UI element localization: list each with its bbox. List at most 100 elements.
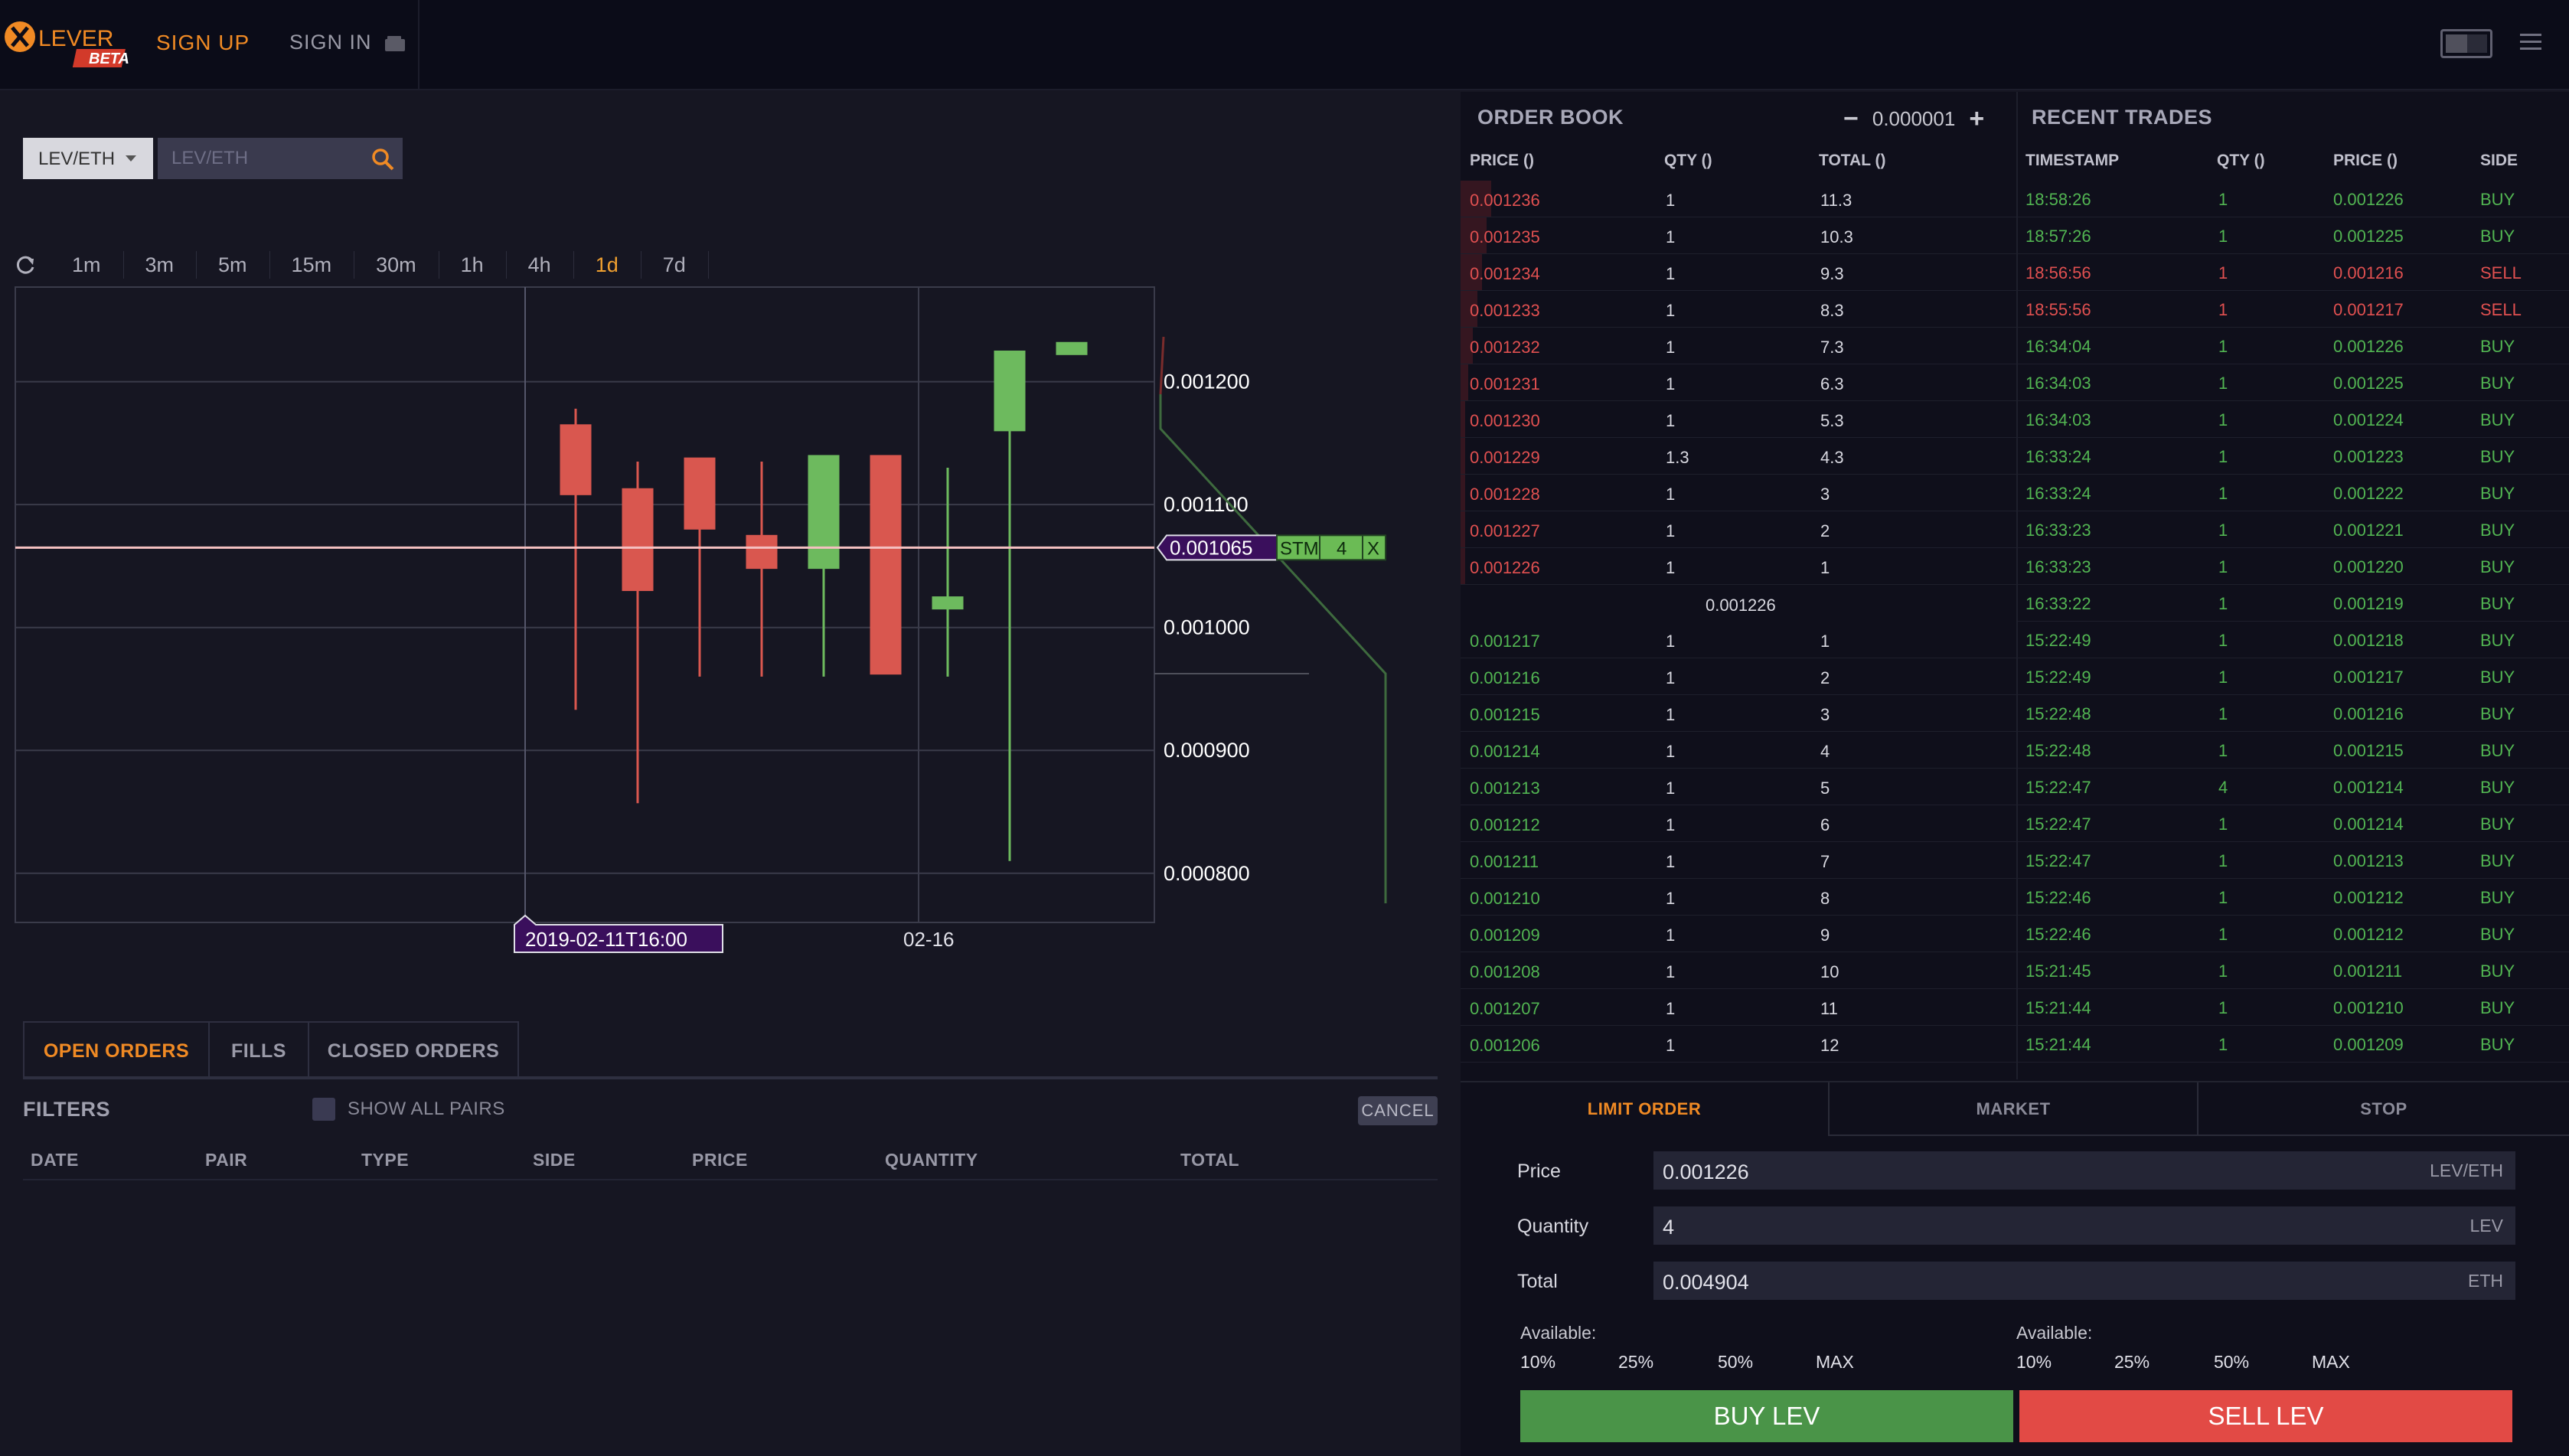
search-icon[interactable] (370, 147, 395, 171)
bid-price: 0.001212 (1470, 815, 1540, 834)
bid-price: 0.001208 (1470, 962, 1540, 981)
price-label: Price (1517, 1161, 1561, 1182)
interval-5m[interactable]: 5m (207, 245, 269, 285)
ask-row[interactable]: 0.001235 1 10.3 (1461, 217, 2016, 254)
bid-row[interactable]: 0.001211 1 7 (1461, 842, 2016, 879)
interval-1m[interactable]: 1m (61, 245, 123, 285)
buy-button[interactable]: BUY LEV (1520, 1390, 2013, 1442)
sign-up-link[interactable]: SIGN UP (156, 31, 250, 54)
theme-toggle[interactable] (2440, 29, 2492, 58)
interval-1h[interactable]: 1h (450, 245, 507, 285)
order-tag-close-icon[interactable]: X (1367, 538, 1379, 559)
increase-precision-button[interactable]: + (1969, 104, 1985, 133)
ask-row[interactable]: 0.001233 1 8.3 (1461, 291, 2016, 328)
price-chart[interactable]: 0.001200 0.001100 0.001000 0.000900 0.000800… (0, 283, 1454, 1056)
price-field[interactable]: 0.001226 LEV/ETH (1653, 1151, 2515, 1190)
col-pair[interactable]: PAIR (205, 1150, 248, 1170)
candle-body (994, 350, 1026, 432)
ask-price: 0.001227 (1470, 521, 1540, 540)
quantity-field[interactable]: 4 LEV (1653, 1206, 2515, 1245)
col-date[interactable]: DATE (31, 1150, 79, 1170)
trade-price: 0.001216 (2333, 704, 2404, 723)
order-tag[interactable]: STM 4 X (1276, 534, 1386, 561)
bid-row[interactable]: 0.001206 1 12 (1461, 1026, 2016, 1063)
buy-pct-25[interactable]: 25% (1618, 1352, 1654, 1372)
sell-button[interactable]: SELL LEV (2019, 1390, 2512, 1442)
trade-time: 15:21:45 (2025, 961, 2091, 981)
bid-row[interactable]: 0.001208 1 10 (1461, 952, 2016, 989)
cancel-button[interactable]: CANCEL (1358, 1096, 1438, 1125)
bid-total: 2 (1820, 668, 1830, 687)
tab-closed-orders[interactable]: CLOSED ORDERS (309, 1021, 519, 1079)
tab-open-orders[interactable]: OPEN ORDERS (23, 1021, 210, 1079)
show-all-pairs-toggle[interactable]: SHOW ALL PAIRS (312, 1098, 505, 1121)
bid-row[interactable]: 0.001209 1 9 (1461, 916, 2016, 952)
ask-price: 0.001235 (1470, 227, 1540, 246)
trade-time: 15:22:47 (2025, 815, 2091, 834)
filters-title: FILTERS (23, 1098, 110, 1121)
spread-price: 0.001226 (1706, 596, 1776, 615)
ask-qty: 1 (1666, 485, 1676, 504)
trade-row: 15:21:45 1 0.001211 BUY (2018, 952, 2569, 989)
interval-3m[interactable]: 3m (135, 245, 197, 285)
bid-qty: 1 (1666, 779, 1676, 798)
ask-row[interactable]: 0.001236 1 11.3 (1461, 181, 2016, 217)
ask-row[interactable]: 0.001227 1 2 (1461, 511, 2016, 548)
buy-pct-10[interactable]: 10% (1520, 1352, 1556, 1372)
trade-side: BUY (2480, 410, 2515, 429)
bid-row[interactable]: 0.001215 1 3 (1461, 695, 2016, 732)
buy-pct-max[interactable]: MAX (1816, 1352, 1854, 1372)
total-field[interactable]: 0.004904 ETH (1653, 1262, 2515, 1300)
col-total[interactable]: TOTAL (1180, 1150, 1240, 1170)
ask-qty: 1 (1666, 264, 1676, 283)
tab-stop[interactable]: STOP (2360, 1099, 2407, 1118)
decrease-precision-button[interactable]: − (1843, 104, 1859, 133)
sign-in-link[interactable]: SIGN IN (289, 31, 406, 54)
tab-market[interactable]: MARKET (1976, 1099, 2051, 1118)
sell-pct-10[interactable]: 10% (2016, 1352, 2052, 1372)
interval-7d[interactable]: 7d (652, 245, 709, 285)
col-price[interactable]: PRICE (692, 1150, 748, 1170)
ask-row[interactable]: 0.001232 1 7.3 (1461, 328, 2016, 364)
bid-row[interactable]: 0.001213 1 5 (1461, 769, 2016, 805)
sell-pct-25[interactable]: 25% (2114, 1352, 2150, 1372)
tab-fills[interactable]: FILLS (210, 1021, 309, 1079)
ask-row[interactable]: 0.001231 1 6.3 (1461, 364, 2016, 401)
refresh-icon[interactable] (15, 254, 37, 276)
buy-pct-50[interactable]: 50% (1718, 1352, 1754, 1372)
trade-side: BUY (2480, 227, 2515, 246)
pair-dropdown[interactable]: LEV/ETH (23, 138, 153, 179)
sell-pct-max[interactable]: MAX (2312, 1352, 2350, 1372)
col-side[interactable]: SIDE (533, 1150, 576, 1170)
bid-row[interactable]: 0.001216 1 2 (1461, 658, 2016, 695)
hamburger-menu-icon[interactable] (2520, 34, 2541, 51)
order-tag-close-button[interactable] (1362, 534, 1386, 561)
interval-1d[interactable]: 1d (585, 245, 641, 285)
col-quantity[interactable]: QUANTITY (885, 1150, 978, 1170)
bid-row[interactable]: 0.001214 1 4 (1461, 732, 2016, 769)
ask-row[interactable]: 0.001230 1 5.3 (1461, 401, 2016, 438)
trade-price: 0.001213 (2333, 851, 2404, 870)
bid-price: 0.001210 (1470, 889, 1540, 908)
interval-30m[interactable]: 30m (365, 245, 439, 285)
show-all-pairs-label: SHOW ALL PAIRS (348, 1099, 505, 1119)
pair-search-input[interactable] (158, 138, 403, 179)
lever-logo[interactable]: LEVER BETA (0, 20, 138, 69)
bid-row[interactable]: 0.001210 1 8 (1461, 879, 2016, 916)
ask-row[interactable]: 0.001229 1.3 4.3 (1461, 438, 2016, 475)
sell-pct-50[interactable]: 50% (2214, 1352, 2250, 1372)
trade-row: 15:22:46 1 0.001212 BUY (2018, 879, 2569, 916)
ask-row[interactable]: 0.001234 1 9.3 (1461, 254, 2016, 291)
ask-row[interactable]: 0.001226 1 1 (1461, 548, 2016, 585)
trade-side: BUY (2480, 741, 2515, 760)
bid-row[interactable]: 0.001217 1 1 (1461, 622, 2016, 658)
ask-row[interactable]: 0.001228 1 3 (1461, 475, 2016, 511)
bid-row[interactable]: 0.001212 1 6 (1461, 805, 2016, 842)
bid-total: 10 (1820, 962, 1839, 981)
bid-row[interactable]: 0.001207 1 11 (1461, 989, 2016, 1026)
col-type[interactable]: TYPE (361, 1150, 410, 1170)
tab-limit-order[interactable]: LIMIT ORDER (1587, 1099, 1702, 1118)
interval-15m[interactable]: 15m (281, 245, 354, 285)
show-all-pairs-checkbox[interactable] (312, 1098, 335, 1121)
interval-4h[interactable]: 4h (517, 245, 574, 285)
